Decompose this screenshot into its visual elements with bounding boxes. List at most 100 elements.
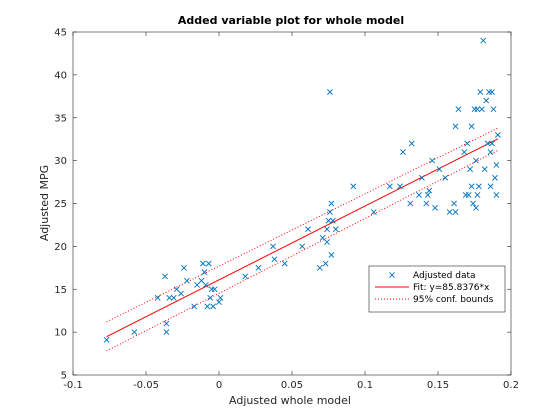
data-point <box>325 217 332 224</box>
data-point <box>386 183 393 190</box>
data-point <box>324 239 330 246</box>
data-point <box>322 260 329 267</box>
data-point <box>211 286 218 293</box>
data-point <box>327 89 333 95</box>
data-point <box>400 149 406 155</box>
data-point <box>329 217 336 224</box>
data-point <box>271 256 278 263</box>
data-point <box>484 140 491 147</box>
data-point <box>475 183 482 190</box>
data-point <box>493 161 500 168</box>
data-point <box>202 282 209 288</box>
y-tick-label: 35 <box>54 113 67 124</box>
x-tick-label: 0.15 <box>427 380 449 391</box>
y-axis-label: Adjusted MPG <box>38 165 51 241</box>
data-point <box>299 243 306 250</box>
data-point <box>468 183 475 190</box>
data-point <box>477 89 484 95</box>
data-point <box>416 192 422 198</box>
data-point <box>170 294 177 301</box>
data-point <box>467 166 474 173</box>
x-tick-label: 0 <box>216 380 222 391</box>
data-point <box>103 336 110 343</box>
data-point <box>217 294 224 301</box>
data-point <box>478 106 485 113</box>
data-point <box>178 290 184 297</box>
data-point <box>490 106 497 113</box>
data-point <box>468 123 475 130</box>
y-tick-label: 15 <box>54 285 67 296</box>
data-point <box>270 243 276 250</box>
data-point <box>429 157 436 164</box>
y-tick-label: 40 <box>54 70 67 81</box>
data-point <box>350 183 357 190</box>
data-point <box>423 200 430 207</box>
data-point <box>204 303 211 310</box>
data-point <box>191 303 198 310</box>
data-point <box>483 97 490 104</box>
data-point <box>370 209 377 215</box>
data-point <box>446 209 453 215</box>
y-tick-label: 5 <box>61 371 67 382</box>
data-point <box>281 260 288 267</box>
data-point <box>455 106 462 113</box>
legend-box <box>368 265 506 313</box>
x-tick-label: 0.1 <box>357 380 373 391</box>
fit-line <box>106 138 499 338</box>
data-point <box>473 204 479 211</box>
data-point <box>198 277 205 284</box>
ticks-layer: -0.1 -0.05 0 0.05 0.1 0.15 0.2 5 10 15 20 25 30 35 40 4… <box>54 28 519 392</box>
data-point <box>397 183 403 190</box>
x-tick-label: 0.2 <box>503 380 519 391</box>
data-point <box>324 226 330 233</box>
data-point <box>494 131 501 138</box>
data-point <box>173 286 180 293</box>
x-tick-label: 0.05 <box>281 380 303 391</box>
plot-area <box>73 32 511 375</box>
data-point <box>200 260 206 267</box>
data-point <box>432 204 438 211</box>
data-point <box>487 183 494 190</box>
data-point <box>442 174 449 181</box>
confidence-bound-line <box>106 149 499 352</box>
data-point <box>131 329 138 336</box>
data-point <box>492 174 498 181</box>
data-point <box>408 140 415 147</box>
y-tick-label: 10 <box>54 328 67 339</box>
data-point <box>328 200 335 207</box>
data-point <box>162 273 168 280</box>
data-point <box>163 320 170 327</box>
data-point <box>210 303 217 310</box>
data-point <box>489 89 495 95</box>
data-point <box>201 269 208 276</box>
x-axis-label: Adjusted whole model <box>229 394 351 407</box>
y-tick-label: 45 <box>54 28 67 39</box>
data-point <box>216 299 222 306</box>
data-point <box>470 200 476 207</box>
data-point <box>154 294 161 301</box>
data-point <box>181 264 187 271</box>
data-point <box>473 157 479 164</box>
legend-marker <box>389 272 395 278</box>
y-tick-label: 30 <box>54 156 67 167</box>
legend-label: Adjusted data <box>413 271 476 281</box>
data-point <box>419 174 425 181</box>
data-point <box>407 200 414 207</box>
data-point <box>436 166 443 173</box>
data-point <box>242 273 249 280</box>
data-point <box>474 192 481 198</box>
data-point <box>481 166 488 173</box>
data-point <box>328 252 335 258</box>
data-point <box>305 226 311 233</box>
data-point <box>327 209 333 215</box>
data-point <box>487 149 494 155</box>
data-point <box>465 192 472 198</box>
data-layer <box>103 37 501 352</box>
y-tick-label: 25 <box>54 199 67 210</box>
x-tick-label: -0.05 <box>133 380 159 391</box>
data-point <box>489 140 495 147</box>
x-tick-label: -0.1 <box>63 380 83 391</box>
data-point <box>194 282 201 288</box>
data-point <box>493 192 500 198</box>
